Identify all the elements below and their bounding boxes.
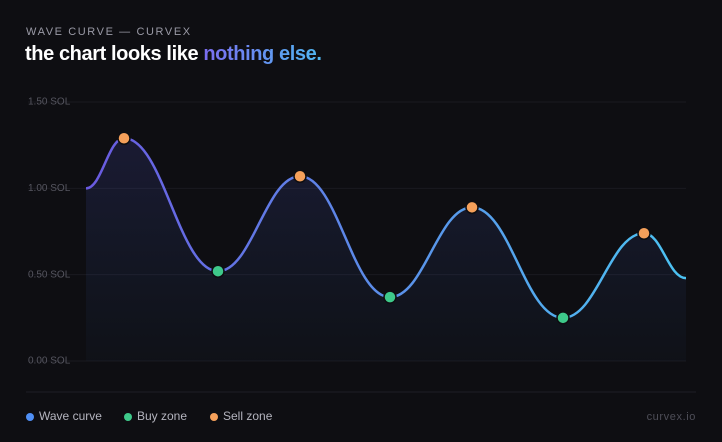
legend-label: Wave curve (39, 409, 102, 423)
heading: the chart looks like nothing else. (25, 43, 322, 66)
sell-point (465, 200, 479, 215)
sell-point (637, 226, 651, 240)
eyebrow: WAVE CURVE — CURVEX (26, 26, 192, 38)
buy-point (383, 290, 397, 304)
heading-text: the chart looks like (25, 43, 199, 65)
buy-point (211, 264, 225, 278)
legend-swatch (210, 413, 218, 421)
y-tick-label: 1.50 SOL (28, 97, 71, 108)
legend-label: Buy zone (137, 409, 187, 423)
legend-label: Sell zone (223, 409, 273, 423)
y-tick-label: 0.50 SOL (28, 269, 71, 280)
sell-point (117, 131, 131, 146)
sell-point (293, 169, 307, 183)
legend-swatch (124, 413, 132, 421)
y-tick-label: 0.00 SOL (28, 356, 71, 367)
wave-line (85, 137, 687, 320)
heading-highlight: nothing else. (203, 43, 322, 65)
brand: curvex.io (647, 411, 696, 423)
y-tick-label: 1.00 SOL (28, 183, 71, 194)
buy-point (556, 311, 570, 325)
legend-swatch (26, 413, 34, 421)
area (86, 138, 686, 361)
